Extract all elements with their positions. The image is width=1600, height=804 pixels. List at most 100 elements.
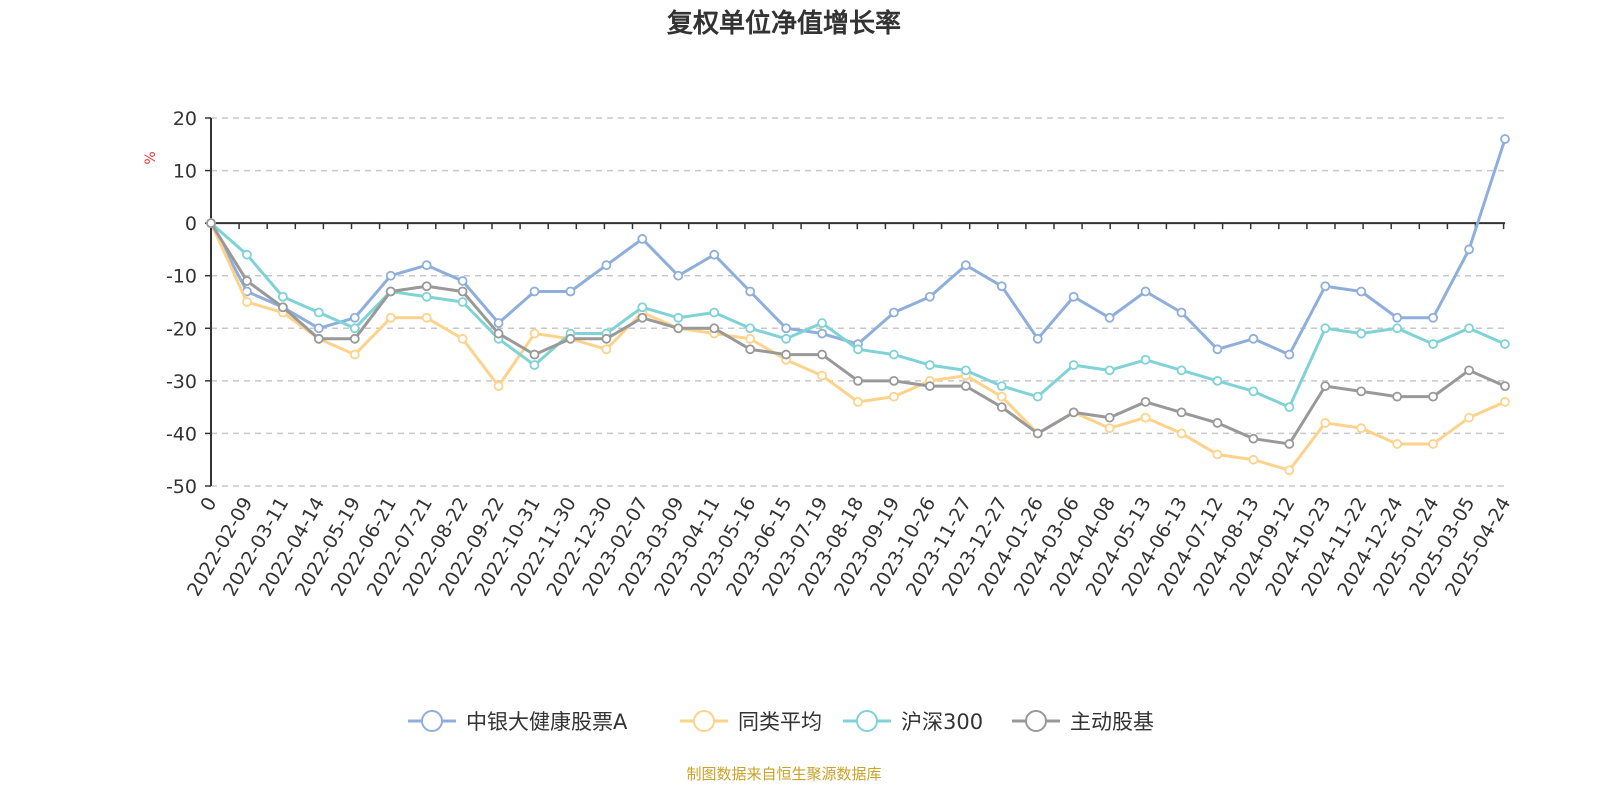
- data-point: [1032, 391, 1043, 402]
- data-point: [1068, 360, 1079, 370]
- data-point: [565, 286, 576, 297]
- legend-label: 主动股基: [1070, 710, 1154, 734]
- series-0: [206, 134, 1510, 360]
- data-point: [313, 307, 324, 318]
- data-point: [206, 218, 216, 229]
- data-point: [1248, 454, 1259, 465]
- data-point: [1212, 418, 1223, 428]
- data-point: [889, 307, 899, 318]
- data-point: [529, 360, 540, 370]
- data-point: [745, 323, 756, 334]
- data-point: [1500, 396, 1510, 407]
- data-point: [385, 312, 396, 323]
- data-point: [817, 370, 827, 381]
- data-point: [242, 276, 252, 286]
- data-point: [924, 291, 935, 302]
- data-point: [529, 328, 540, 339]
- data-point: [1212, 449, 1223, 460]
- y-tick-label: -40: [166, 423, 197, 445]
- data-point: [1500, 381, 1510, 392]
- data-point: [1356, 328, 1367, 339]
- data-point: [781, 323, 792, 334]
- data-point: [421, 312, 432, 323]
- data-point: [421, 291, 432, 302]
- data-point: [1464, 412, 1474, 423]
- data-point: [960, 365, 971, 376]
- data-point: [1140, 286, 1151, 297]
- legend-marker-icon: [856, 710, 878, 732]
- x-tick-label: 0: [196, 494, 221, 515]
- data-point: [924, 360, 935, 370]
- data-point: [996, 381, 1007, 392]
- legend-item[interactable]: 主动股基: [1012, 710, 1154, 734]
- data-point: [457, 286, 468, 297]
- data-point: [996, 402, 1007, 413]
- data-point: [889, 349, 899, 360]
- data-point: [457, 297, 468, 307]
- data-point: [1104, 412, 1115, 423]
- data-point: [1392, 323, 1403, 334]
- data-point: [1428, 339, 1439, 349]
- series-2: [206, 218, 1510, 413]
- legend-item[interactable]: 沪深300: [843, 710, 983, 734]
- data-point: [817, 328, 827, 339]
- legend-item[interactable]: 中银大健康股票A: [408, 710, 628, 734]
- data-point: [1284, 349, 1295, 360]
- data-point: [709, 249, 720, 260]
- data-point: [673, 312, 684, 323]
- y-tick-label: 20: [173, 108, 197, 130]
- data-point: [1428, 312, 1439, 323]
- data-point: [277, 302, 288, 313]
- data-point: [1464, 365, 1474, 376]
- data-point: [493, 318, 504, 328]
- legend-label: 沪深300: [901, 710, 983, 734]
- data-point: [1140, 354, 1151, 365]
- data-point: [1464, 244, 1474, 255]
- data-point: [385, 270, 396, 281]
- data-point: [637, 234, 648, 244]
- data-point: [853, 344, 863, 355]
- data-point: [1284, 439, 1295, 449]
- data-point: [1392, 439, 1403, 449]
- data-point: [1356, 386, 1367, 397]
- data-point: [1284, 402, 1295, 413]
- legend-marker-icon: [421, 710, 443, 732]
- data-point: [996, 281, 1007, 292]
- data-point: [313, 333, 324, 344]
- data-point: [1140, 412, 1151, 423]
- data-point: [960, 260, 971, 271]
- data-point: [1500, 134, 1510, 144]
- data-point: [349, 312, 360, 323]
- data-point: [1392, 312, 1403, 323]
- data-point: [457, 333, 468, 344]
- data-point: [242, 297, 252, 307]
- legend-item[interactable]: 同类平均: [680, 710, 822, 734]
- data-point: [1104, 365, 1115, 376]
- data-point: [1248, 433, 1259, 444]
- data-point: [349, 349, 360, 360]
- data-point: [745, 344, 756, 355]
- data-point: [529, 286, 540, 297]
- data-point: [1176, 407, 1187, 418]
- footer-source: 制图数据来自恒生聚源数据库: [686, 765, 881, 783]
- series-3: [206, 218, 1510, 449]
- data-point: [1104, 312, 1115, 323]
- data-point: [1212, 375, 1223, 386]
- data-point: [493, 381, 504, 392]
- data-point: [1320, 418, 1331, 428]
- data-point: [745, 333, 756, 344]
- data-point: [385, 286, 396, 297]
- data-point: [637, 302, 648, 313]
- y-tick-label: 0: [185, 213, 197, 235]
- data-point: [1248, 333, 1259, 344]
- data-point: [1068, 407, 1079, 418]
- data-point: [1284, 465, 1295, 476]
- data-point: [601, 344, 612, 355]
- data-point: [493, 328, 504, 339]
- data-point: [1464, 323, 1474, 334]
- data-point: [889, 391, 899, 402]
- data-point: [242, 249, 252, 260]
- data-point: [421, 281, 432, 292]
- data-point: [349, 333, 360, 344]
